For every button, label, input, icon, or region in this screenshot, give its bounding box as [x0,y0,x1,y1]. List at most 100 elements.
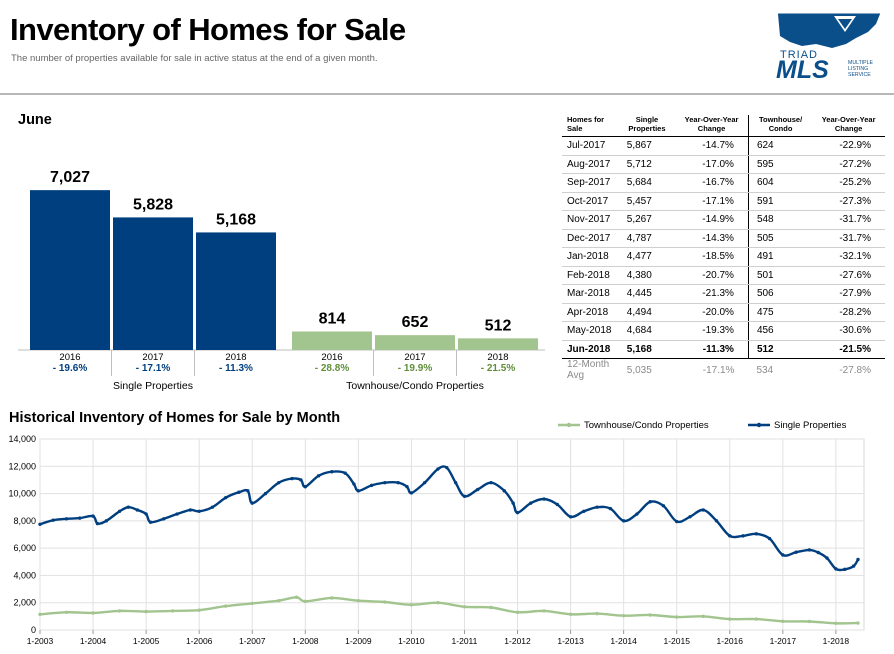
series-point [316,474,321,478]
bar-value-label: 7,027 [50,169,90,186]
line-chart-title: Historical Inventory of Homes for Sale b… [9,410,341,426]
bar-value-label: 814 [319,310,346,327]
table-cell: Dec-2017 [562,229,619,248]
table-cell: -16.7% [675,173,749,193]
bar-year-label: 2016 [321,352,342,363]
series-point [197,509,201,514]
x-tick-label: 1-2005 [133,636,160,646]
series-point [807,619,812,624]
series-point [91,514,95,518]
series-point [224,495,228,500]
table-cell: 591 [747,192,813,211]
bar-change-label: - 28.8% [315,363,350,374]
x-tick-label: 1-2008 [292,636,319,646]
series-point [529,501,533,505]
bar-value-label: 512 [485,317,512,334]
table-cell: 624 [747,136,813,156]
table-body: Jul-2017 5,867 -14.7% 624 -22.9% Aug-2017 5,71… [562,136,885,381]
table-cell: 5,267 [618,210,676,230]
series-point [856,557,860,562]
series-point [834,567,838,571]
table-cell: -21.3% [675,284,749,304]
series-point [635,512,639,516]
table-cell: -19.3% [675,321,749,341]
series-point [246,489,250,493]
series-point [144,512,148,516]
table-cell: Feb-2018 [562,266,619,285]
series-point [595,611,599,616]
series-point [250,501,254,505]
series-point [728,617,732,621]
bar [113,217,193,350]
table-row: Jul-2017 5,867 -14.7% 624 -22.9% [562,136,885,156]
series-point [825,556,829,560]
logo-tagline-2: LISTING [848,66,868,72]
legend-marker [756,422,762,428]
table-cell: -17.1% [702,364,735,376]
series-point [422,480,427,485]
series-point [405,485,409,489]
table-row: Sep-2017 5,684 -16.7% 604 -25.2% [562,173,885,193]
series-point [330,470,334,474]
series-point [767,536,772,541]
series-point [794,550,798,554]
bar-year-label: 2018 [225,352,246,363]
table-cell: 475 [747,303,813,322]
series-point [781,619,785,623]
table-cell: Oct-2017 [562,192,619,211]
table-header: Year-Over-Year Change [821,115,876,133]
series-point [462,605,467,609]
table-cell: Aug-2017 [562,155,619,174]
table-cell: 505 [747,229,813,248]
series-point [648,500,652,504]
series-point [542,609,546,613]
legend-marker [566,422,572,428]
series-point [294,595,299,599]
x-tick-label: 1-2011 [452,636,478,646]
table-cell: -21.5% [812,340,885,359]
series-point [263,491,268,496]
bar-year-label: 2017 [404,352,425,363]
table-cell: Apr-2018 [562,303,619,322]
series-point [383,600,387,604]
table-cell: -20.0% [675,303,749,322]
table-cell: 506 [747,284,813,304]
series-point [754,532,759,536]
series-point [104,519,109,523]
series-point [621,519,626,523]
series-point [117,609,122,613]
y-tick-label: 0 [31,625,36,635]
table-row: Nov-2017 5,267 -14.9% 548 -31.7% [562,210,885,230]
series-point [237,490,241,494]
bar-change-label: - 17.1% [136,363,171,374]
bar-value-label: 5,828 [133,196,173,213]
table-cell: -32.1% [812,247,885,267]
series-point [197,608,201,612]
x-tick-label: 1-2007 [239,636,266,646]
table-cell: 548 [747,210,813,230]
table-cell: -14.3% [675,229,749,248]
y-tick-label: 2,000 [13,598,36,608]
header-divider [0,93,894,95]
table-cell: 512 [747,340,813,359]
x-tick-label: 1-2006 [186,636,213,646]
series-point [542,497,546,501]
series-point [38,612,42,617]
x-tick-label: 1-2015 [663,636,690,646]
series-point [714,519,719,523]
table-cell: Mar-2018 [562,284,619,304]
table-row: Mar-2018 4,445 -21.3% 506 -27.9% [562,284,885,304]
bar-change-label: - 11.3% [219,363,253,374]
table-cell: 5,684 [618,173,676,193]
series-point [64,610,69,614]
series-point [476,487,480,492]
bar-chart-title: June [18,112,52,128]
monthly-inventory-table: Homes for Sale Single Properties Year-Ov… [562,115,885,381]
table-cell: 5,035 [626,364,652,376]
table-cell: -20.7% [675,266,749,285]
bar [458,338,538,350]
logo-tagline-3: SERVICE [848,72,871,78]
page-subtitle: The number of properties available for s… [11,53,378,64]
plot-frame [39,438,865,631]
